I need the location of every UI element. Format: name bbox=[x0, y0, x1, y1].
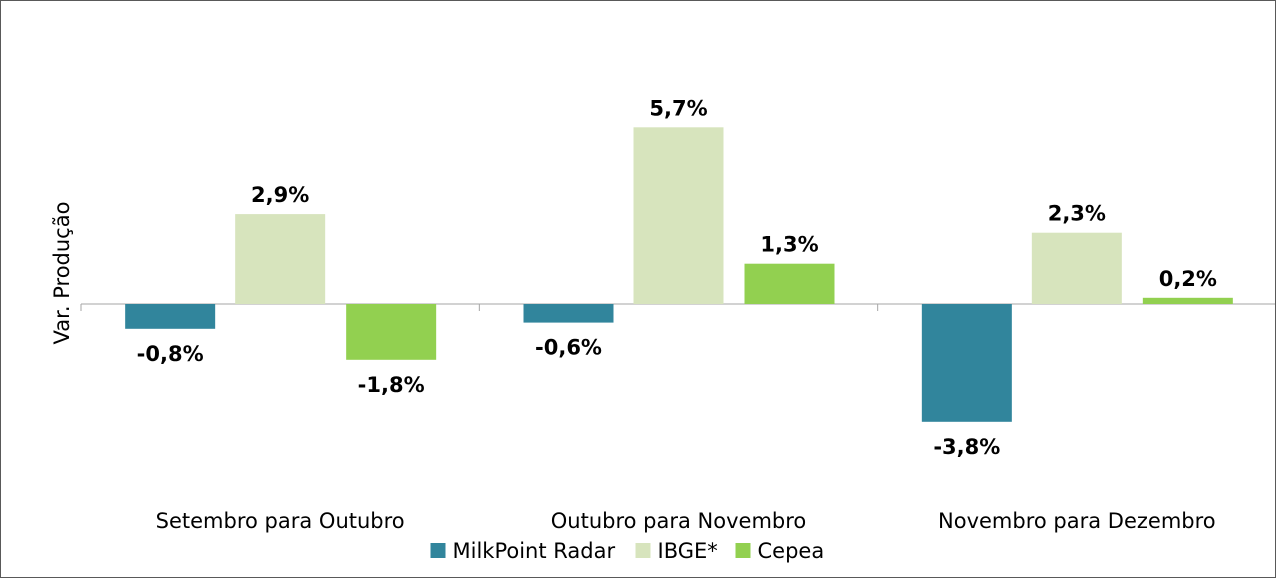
bar bbox=[523, 304, 614, 323]
legend-swatch bbox=[430, 543, 446, 558]
labels-layer: -0,8% 2,9% -1,8% -0,6% 5,7% 1,3% -3,8% 2,3% 0,2% bbox=[137, 96, 1217, 459]
data-label: 2,9% bbox=[251, 183, 309, 207]
category-layer: Setembro para Outubro Outubro para Novemb… bbox=[156, 509, 1216, 533]
legend-label: Cepea bbox=[758, 539, 825, 563]
category-label: Novembro para Dezembro bbox=[938, 509, 1216, 533]
data-label: -0,6% bbox=[535, 336, 602, 360]
data-label: -3,8% bbox=[933, 435, 1000, 459]
bar bbox=[633, 127, 724, 304]
legend-swatch bbox=[635, 543, 651, 558]
bar bbox=[1031, 232, 1122, 304]
data-label: 0,2% bbox=[1159, 267, 1217, 291]
data-label: -0,8% bbox=[137, 342, 204, 366]
legend-swatch bbox=[735, 543, 751, 558]
legend-label: MilkPoint Radar bbox=[453, 539, 616, 563]
y-axis-title: Var. Produção bbox=[50, 202, 74, 345]
category-label: Setembro para Outubro bbox=[156, 509, 405, 533]
data-label: 1,3% bbox=[760, 233, 818, 257]
bar bbox=[346, 304, 437, 360]
data-label: 5,7% bbox=[649, 96, 707, 120]
bar bbox=[125, 304, 216, 329]
category-label: Outubro para Novembro bbox=[551, 509, 807, 533]
data-label: -1,8% bbox=[358, 373, 425, 397]
bars-layer bbox=[125, 127, 1233, 422]
bar bbox=[235, 214, 326, 304]
data-label: 2,3% bbox=[1048, 202, 1106, 226]
legend: MilkPoint Radar IBGE* Cepea bbox=[430, 539, 825, 563]
bar bbox=[744, 263, 835, 304]
bar bbox=[1142, 297, 1233, 304]
legend-label: IBGE* bbox=[658, 539, 718, 563]
bar bbox=[921, 304, 1012, 422]
